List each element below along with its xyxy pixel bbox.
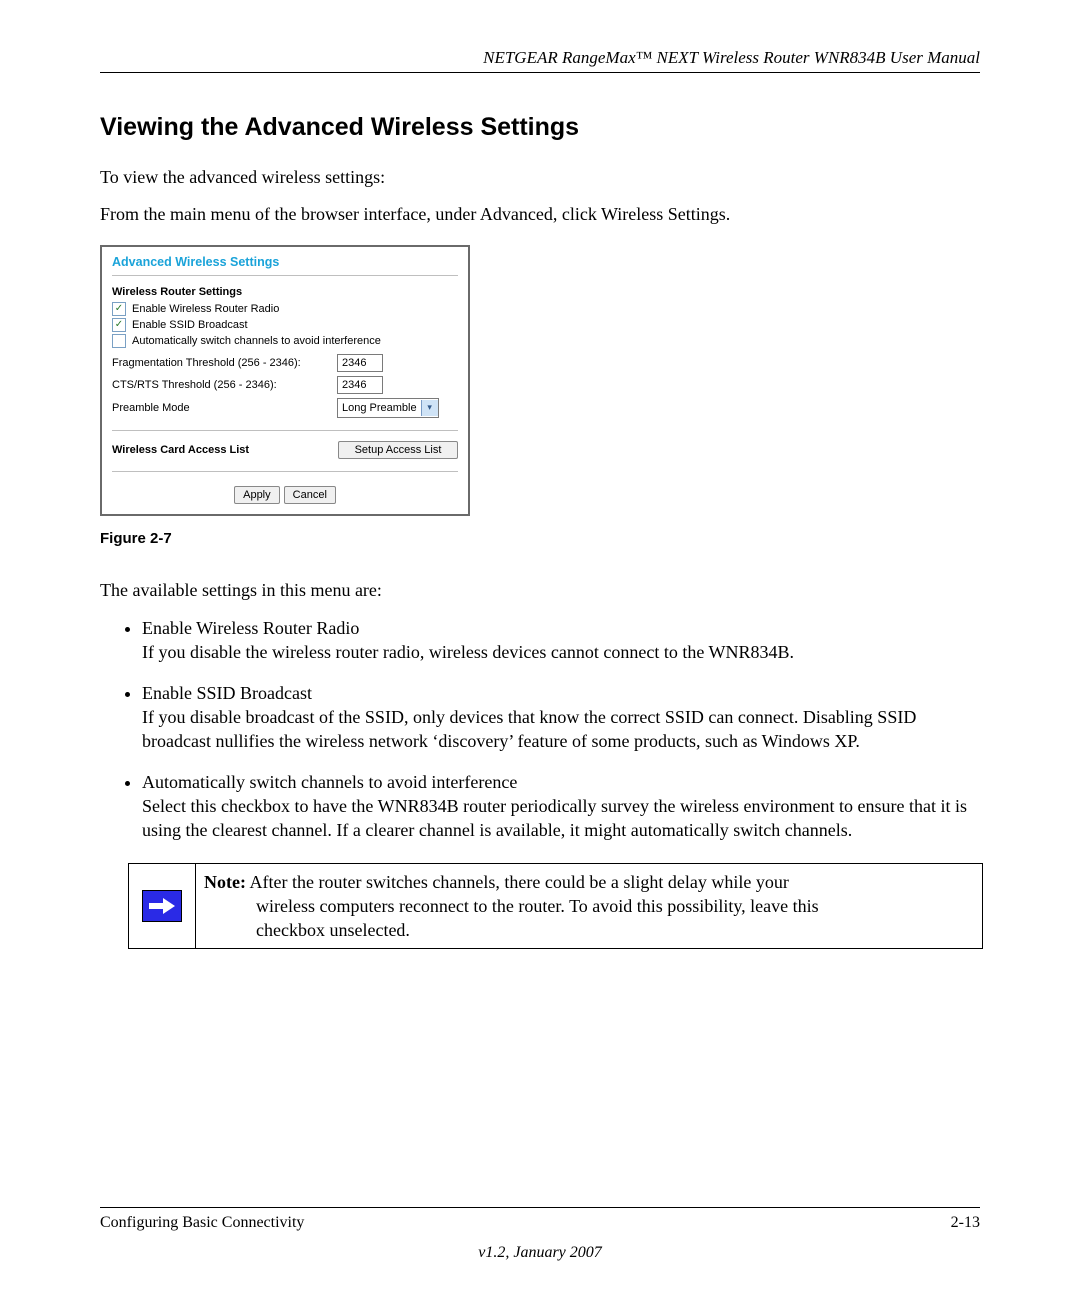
checkbox-radio-label: Enable Wireless Router Radio (132, 303, 279, 315)
panel-separator-2 (112, 430, 458, 431)
figure-caption: Figure 2-7 (100, 530, 980, 547)
list-item: Enable SSID Broadcast If you disable bro… (142, 681, 980, 754)
bullet-2-body: If you disable broadcast of the SSID, on… (142, 707, 916, 751)
note-line3: checkbox unselected. (204, 918, 974, 942)
preamble-select[interactable]: Long Preamble ▾ (337, 398, 439, 418)
bullet-3-body: Select this checkbox to have the WNR834B… (142, 796, 967, 840)
section-title: Viewing the Advanced Wireless Settings (100, 113, 980, 142)
setup-access-list-button[interactable]: Setup Access List (338, 441, 458, 459)
cancel-button[interactable]: Cancel (284, 486, 336, 504)
note-box: Note: After the router switches channels… (128, 863, 983, 950)
checkbox-autoswitch-label: Automatically switch channels to avoid i… (132, 335, 381, 347)
bullet-3-title: Automatically switch channels to avoid i… (142, 772, 517, 792)
panel-separator (112, 275, 458, 276)
cts-label: CTS/RTS Threshold (256 - 2346): (112, 379, 337, 391)
intro-2: From the main menu of the browser interf… (100, 203, 980, 226)
arrow-right-icon (142, 890, 182, 922)
apply-button[interactable]: Apply (234, 486, 280, 504)
note-label: Note: (204, 872, 246, 892)
bullet-1-body: If you disable the wireless router radio… (142, 642, 794, 662)
header-rule (100, 72, 980, 73)
preamble-label: Preamble Mode (112, 402, 337, 414)
list-item: Enable Wireless Router Radio If you disa… (142, 616, 980, 665)
chevron-down-icon: ▾ (421, 400, 438, 416)
frag-input[interactable] (337, 354, 383, 372)
checkbox-radio[interactable]: ✓ (112, 302, 126, 316)
footer-rule (100, 1207, 980, 1208)
checkbox-autoswitch[interactable] (112, 334, 126, 348)
access-list-label: Wireless Card Access List (112, 444, 249, 456)
list-item: Automatically switch channels to avoid i… (142, 770, 980, 843)
panel-separator-3 (112, 471, 458, 472)
page-number: 2-13 (951, 1214, 980, 1232)
available-intro: The available settings in this menu are: (100, 579, 980, 602)
version-line: v1.2, January 2007 (100, 1244, 980, 1262)
preamble-value: Long Preamble (342, 402, 417, 414)
cts-input[interactable] (337, 376, 383, 394)
frag-label: Fragmentation Threshold (256 - 2346): (112, 357, 337, 369)
intro-1: To view the advanced wireless settings: (100, 166, 980, 189)
running-header: NETGEAR RangeMax™ NEXT Wireless Router W… (100, 48, 980, 68)
checkbox-ssid[interactable]: ✓ (112, 318, 126, 332)
bullet-1-title: Enable Wireless Router Radio (142, 618, 359, 638)
note-text: Note: After the router switches channels… (196, 863, 983, 949)
note-line1: After the router switches channels, ther… (246, 872, 789, 892)
panel-title: Advanced Wireless Settings (112, 255, 458, 269)
group-title: Wireless Router Settings (112, 286, 458, 298)
bullet-2-title: Enable SSID Broadcast (142, 683, 312, 703)
footer-left: Configuring Basic Connectivity (100, 1214, 304, 1232)
settings-bullet-list: Enable Wireless Router Radio If you disa… (100, 616, 980, 842)
checkbox-ssid-label: Enable SSID Broadcast (132, 319, 248, 331)
note-line2: wireless computers reconnect to the rout… (204, 894, 974, 918)
router-settings-panel: Advanced Wireless Settings Wireless Rout… (100, 245, 470, 516)
